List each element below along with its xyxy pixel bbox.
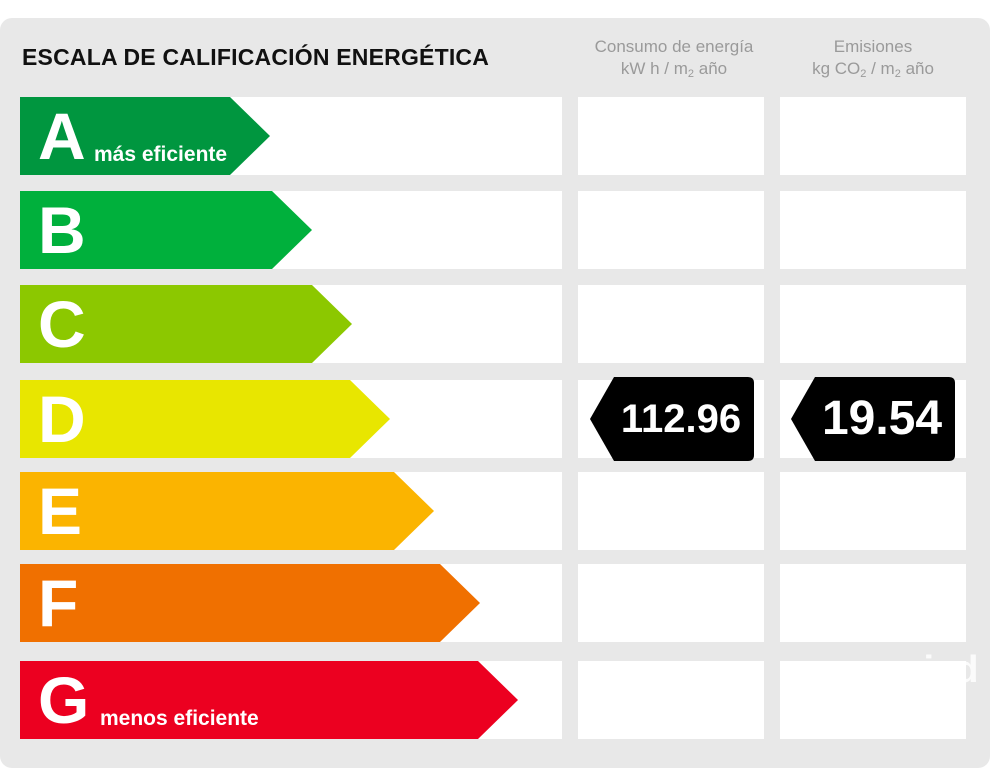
emissions-cell <box>780 285 966 363</box>
emissions-cell <box>780 191 966 269</box>
class-arrow-shape <box>20 380 390 458</box>
emissions-header-unit: kg CO2 / m2 año <box>812 59 934 80</box>
class-note: más eficiente <box>94 143 228 166</box>
emissions-header-line1: Emisiones <box>833 37 913 56</box>
consumption-column-header: Consumo de energía kW h / m2 año <box>568 36 780 85</box>
emissions-cell <box>780 564 966 642</box>
class-bar-d: D <box>20 380 390 458</box>
class-bar-c: C <box>20 285 352 363</box>
class-letter: C <box>38 287 86 361</box>
class-arrow-shape <box>20 661 518 739</box>
consumption-value: 112.96 <box>620 397 742 441</box>
class-arrow-shape <box>20 472 434 550</box>
class-letter: D <box>38 382 86 456</box>
class-bar-b: B <box>20 191 312 269</box>
emissions-value: 19.54 <box>821 392 943 445</box>
emissions-cell <box>780 472 966 550</box>
class-letter: B <box>38 193 86 267</box>
class-note: menos eficiente <box>100 707 259 730</box>
consumption-cell <box>578 564 764 642</box>
consumption-header-unit: kW h / m2 año <box>620 59 728 80</box>
consumption-cell <box>578 661 764 739</box>
class-letter: A <box>38 99 86 173</box>
class-bar-e: E <box>20 472 434 550</box>
page-title: ESCALA DE CALIFICACIÓN ENERGÉTICA <box>22 44 490 70</box>
consumption-cell <box>578 472 764 550</box>
class-bar-f: F <box>20 564 480 642</box>
consumption-cell <box>578 191 764 269</box>
class-letter: G <box>38 663 90 737</box>
consumption-cell <box>578 97 764 175</box>
emissions-column-header: Emisiones kg CO2 / m2 año <box>768 36 978 85</box>
emissions-cell <box>780 661 966 739</box>
consumption-cell <box>578 285 764 363</box>
class-letter: E <box>38 474 83 548</box>
consumption-header-line1: Consumo de energía <box>594 37 754 56</box>
class-arrow-shape <box>20 285 352 363</box>
class-arrow-shape <box>20 191 312 269</box>
class-arrow-shape <box>20 564 480 642</box>
consumption-tag-shape <box>590 377 754 461</box>
class-arrow-shape <box>20 97 270 175</box>
emissions-cell <box>780 97 966 175</box>
class-letter: F <box>38 566 79 640</box>
brand-watermark: iad <box>923 649 979 691</box>
emissions-tag-shape <box>791 377 955 461</box>
